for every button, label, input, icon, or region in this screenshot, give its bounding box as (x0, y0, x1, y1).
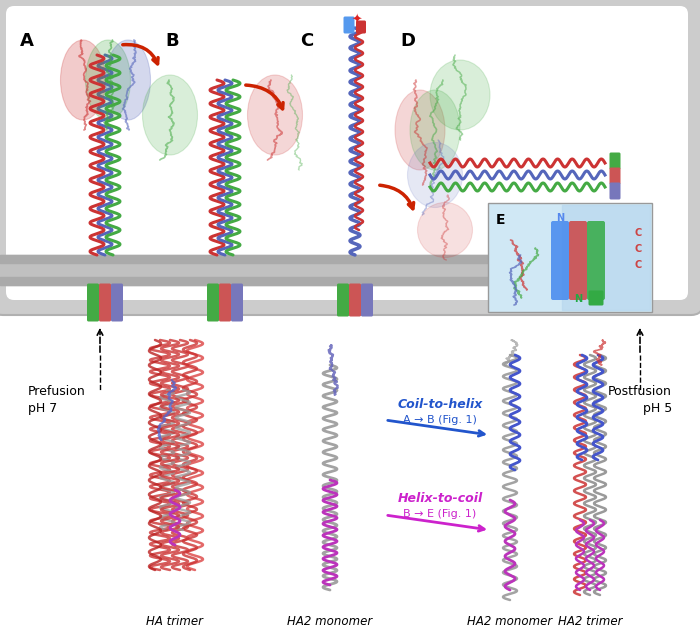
FancyBboxPatch shape (569, 221, 587, 300)
FancyBboxPatch shape (337, 283, 349, 317)
Text: B: B (165, 32, 178, 50)
FancyBboxPatch shape (551, 221, 569, 300)
Ellipse shape (395, 90, 445, 170)
Text: HA2 monomer: HA2 monomer (468, 615, 552, 628)
FancyBboxPatch shape (587, 221, 605, 300)
Ellipse shape (143, 75, 197, 155)
Text: A: A (20, 32, 34, 50)
Text: C: C (634, 260, 642, 270)
Ellipse shape (430, 60, 490, 130)
FancyBboxPatch shape (610, 167, 620, 185)
Text: Prefusion
pH 7: Prefusion pH 7 (28, 385, 85, 415)
Ellipse shape (85, 40, 130, 120)
Text: E: E (496, 213, 505, 227)
FancyBboxPatch shape (344, 17, 354, 33)
Text: N: N (556, 213, 564, 223)
Ellipse shape (106, 40, 150, 120)
Ellipse shape (407, 142, 463, 208)
Text: Helix-to-coil: Helix-to-coil (398, 492, 482, 505)
FancyBboxPatch shape (231, 283, 243, 322)
FancyBboxPatch shape (361, 283, 373, 317)
FancyBboxPatch shape (6, 6, 688, 300)
FancyBboxPatch shape (0, 0, 700, 315)
FancyBboxPatch shape (219, 283, 231, 322)
Text: Coil-to-helix: Coil-to-helix (398, 398, 483, 411)
Text: Postfusion
pH 5: Postfusion pH 5 (608, 385, 672, 415)
Text: D: D (400, 32, 415, 50)
FancyBboxPatch shape (349, 283, 361, 317)
Text: HA trimer: HA trimer (146, 615, 204, 628)
FancyBboxPatch shape (99, 283, 111, 322)
Ellipse shape (60, 40, 106, 120)
Text: HA2 trimer: HA2 trimer (558, 615, 622, 628)
Text: HA2 monomer: HA2 monomer (288, 615, 372, 628)
Text: C: C (634, 244, 642, 254)
FancyBboxPatch shape (356, 21, 366, 33)
Ellipse shape (417, 203, 473, 258)
FancyBboxPatch shape (610, 183, 620, 199)
Text: N: N (574, 294, 582, 304)
FancyBboxPatch shape (87, 283, 99, 322)
Ellipse shape (410, 90, 460, 170)
FancyBboxPatch shape (111, 283, 123, 322)
Text: B → E (Fig. 1): B → E (Fig. 1) (403, 509, 477, 519)
Ellipse shape (248, 75, 302, 155)
Text: ✦: ✦ (351, 13, 363, 26)
FancyBboxPatch shape (207, 283, 219, 322)
FancyBboxPatch shape (610, 153, 620, 169)
FancyBboxPatch shape (589, 290, 603, 306)
FancyBboxPatch shape (488, 203, 652, 312)
Text: C: C (634, 228, 642, 238)
Text: C: C (300, 32, 314, 50)
Text: A → B (Fig. 1): A → B (Fig. 1) (403, 415, 477, 425)
